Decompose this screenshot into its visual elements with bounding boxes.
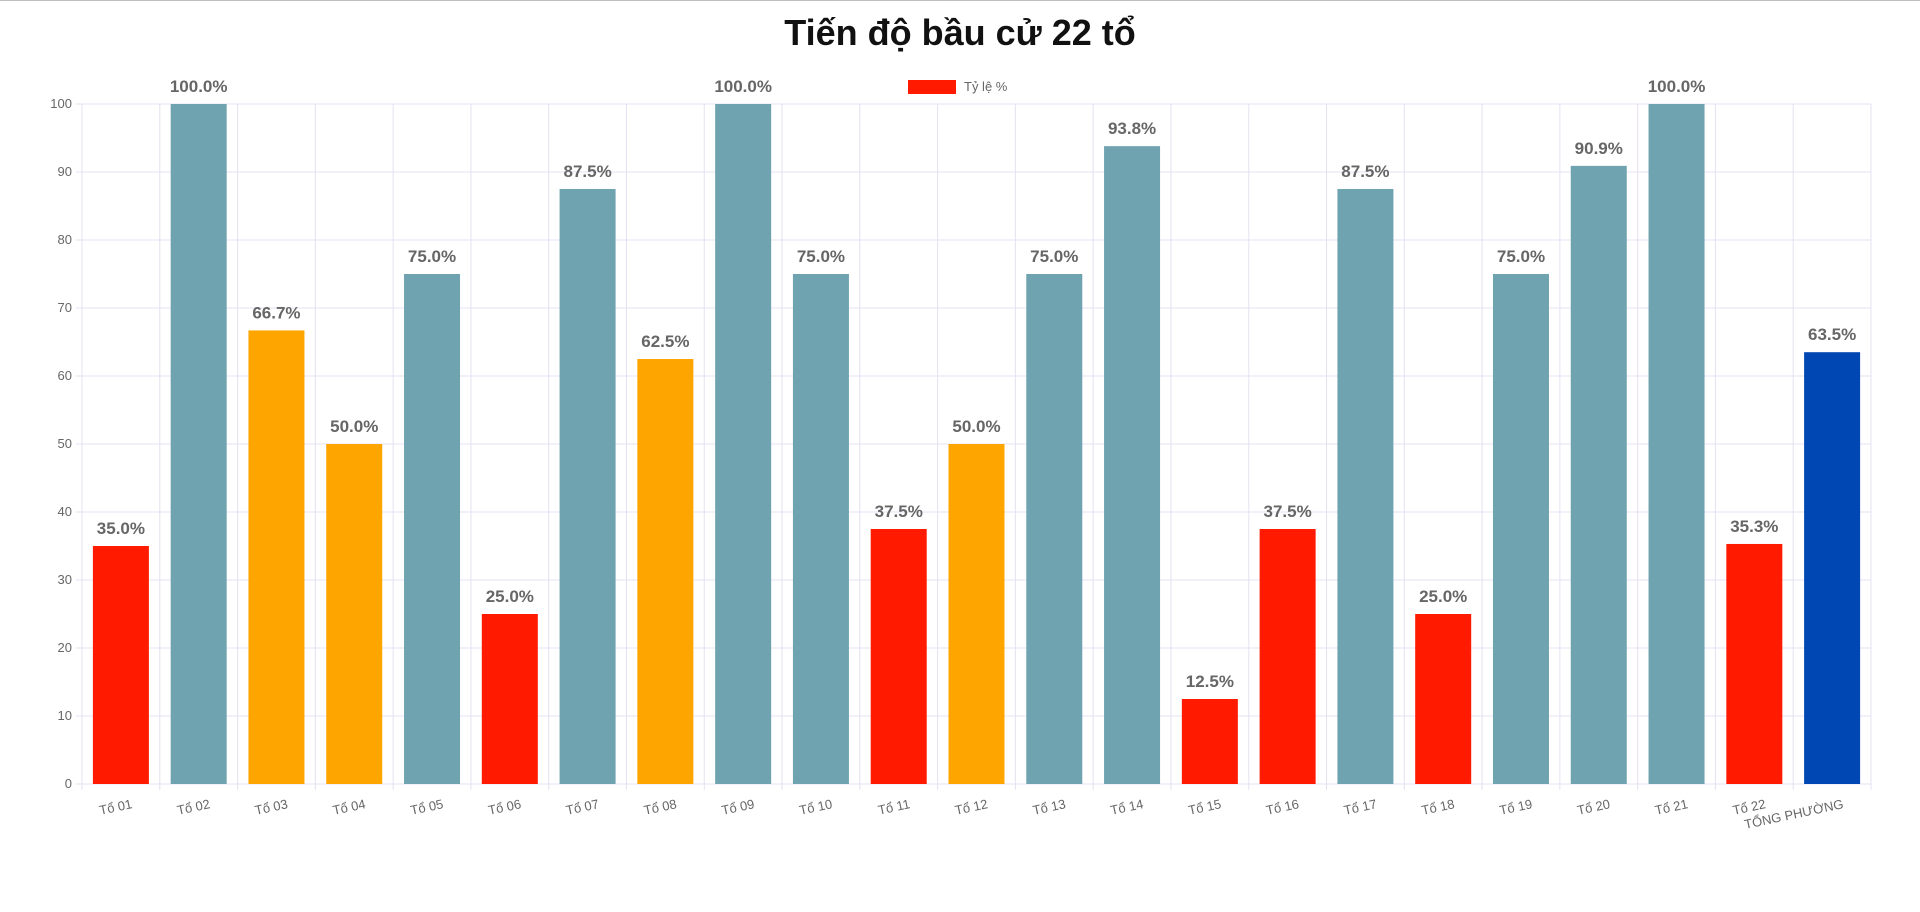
data-label: 75.0% [1030,247,1078,266]
x-tick-label: Tổ 07 [565,796,601,818]
data-label: 100.0% [714,77,772,96]
bar [1648,104,1705,784]
bar [170,104,227,784]
data-label: 87.5% [563,162,611,181]
bar [92,546,149,784]
y-tick-label: 30 [58,572,72,587]
bar [792,274,849,784]
legend-swatch [908,80,956,94]
x-tick-label: Tổ 09 [720,796,756,818]
top-border [0,0,1920,1]
y-tick-label: 90 [58,164,72,179]
data-label: 87.5% [1341,162,1389,181]
data-label: 35.0% [97,519,145,538]
bar [948,444,1005,784]
bar [248,330,305,784]
data-label: 25.0% [486,587,534,606]
x-tick-label: Tổ 06 [487,796,523,818]
chart-title: Tiến độ bầu cử 22 tổ [784,12,1136,53]
data-label: 100.0% [1648,77,1706,96]
bar [559,189,616,784]
bar [870,529,927,784]
bar [1104,146,1161,784]
y-tick-label: 20 [58,640,72,655]
bar [637,359,694,784]
x-tick-label: Tổ 21 [1654,796,1690,818]
x-tick-label: Tổ 17 [1342,796,1378,818]
bar [1337,189,1394,784]
y-tick-label: 80 [58,232,72,247]
legend-label: Tỷ lệ % [964,79,1008,94]
data-label: 50.0% [330,417,378,436]
x-tick-label: Tổ 08 [642,796,678,818]
data-label: 35.3% [1730,517,1778,536]
x-tick-label: Tổ 10 [798,796,834,818]
bar [1804,352,1861,784]
data-label: 93.8% [1108,119,1156,138]
x-tick-label: Tổ 02 [176,796,212,818]
data-label: 66.7% [252,303,300,322]
bar [326,444,383,784]
y-tick-label: 40 [58,504,72,519]
data-label: 37.5% [1264,502,1312,521]
bar [1726,543,1783,784]
data-labels: 35.0% 100.0% 66.7% 50.0% 75.0% 25.0% 87.5% 62.5… [97,77,1856,691]
data-label: 75.0% [1497,247,1545,266]
data-label: 75.0% [408,247,456,266]
y-tick-label: 50 [58,436,72,451]
y-tick-label: 70 [58,300,72,315]
x-tick-label: Tổ 01 [98,796,134,818]
x-tick-label: Tổ 12 [953,796,989,818]
x-tick-label: Tổ 11 [877,796,912,817]
data-label: 37.5% [875,502,923,521]
data-label: 90.9% [1575,139,1623,158]
bar [404,274,461,784]
x-tick-label: Tổ 16 [1265,796,1301,818]
x-tick-label: Tổ 19 [1498,796,1534,818]
data-label: 50.0% [952,417,1000,436]
x-tick-label: Tổ 05 [409,796,445,818]
x-tick-label: Tổ 20 [1576,796,1612,818]
bar [1415,614,1472,784]
data-label: 25.0% [1419,587,1467,606]
data-label: 12.5% [1186,672,1234,691]
bar [1181,699,1238,784]
bar [1026,274,1083,784]
y-tick-label: 100 [50,96,72,111]
legend[interactable]: Tỷ lệ % [908,79,1008,94]
bar [1570,165,1627,784]
x-tick-label: Tổ 22 [1731,796,1767,818]
data-label: 62.5% [641,332,689,351]
bar [481,614,538,784]
data-label: 75.0% [797,247,845,266]
x-tick-label: Tổ 13 [1031,796,1067,818]
y-tick-label: 10 [58,708,72,723]
bars [92,104,1861,784]
bar [1492,274,1549,784]
y-tick-label: 0 [65,776,72,791]
x-tick-label: Tổ 18 [1420,796,1456,818]
data-label: 100.0% [170,77,228,96]
y-tick-label: 60 [58,368,72,383]
x-tick-label: Tổ 03 [253,796,289,818]
x-tick-label: Tổ 04 [331,796,367,818]
data-label: 63.5% [1808,325,1856,344]
bar [1259,529,1316,784]
x-tick-label: Tổ 15 [1187,796,1223,818]
x-tick-label: Tổ 14 [1109,796,1145,818]
bar [715,104,772,784]
